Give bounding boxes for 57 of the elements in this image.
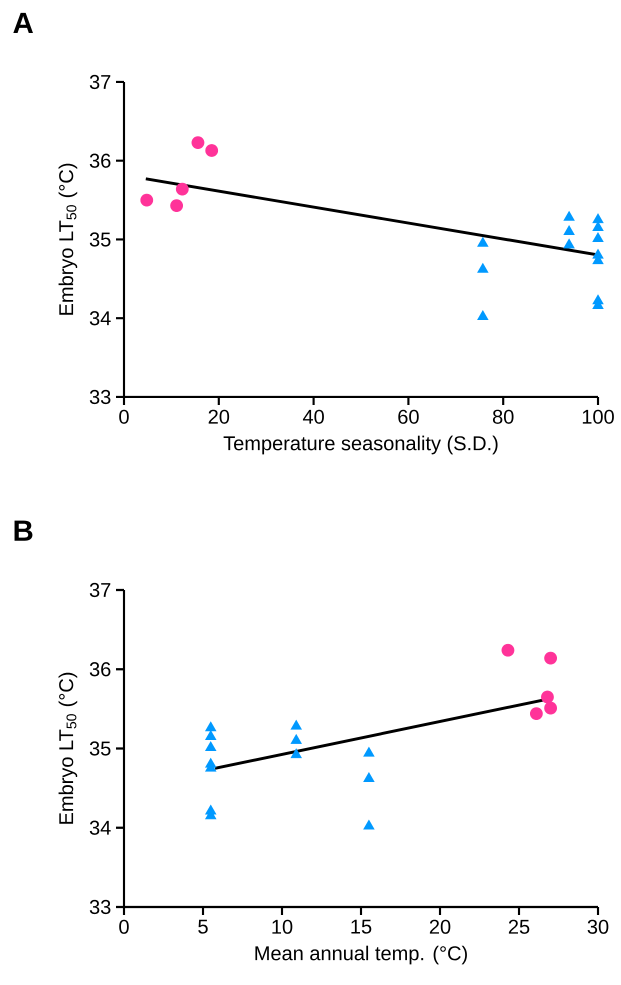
point <box>205 730 216 740</box>
x-tick-label: 60 <box>398 410 419 424</box>
chart-title: A <box>13 12 33 34</box>
y-tick-label: 37 <box>90 582 110 598</box>
x-tick-label: 40 <box>302 410 324 424</box>
point <box>502 644 514 657</box>
point <box>363 746 374 757</box>
x-tick-label: 5 <box>198 920 208 934</box>
point <box>140 194 154 207</box>
point <box>290 720 302 730</box>
point <box>530 707 543 720</box>
point <box>544 652 558 665</box>
point <box>477 237 488 247</box>
point <box>477 310 488 320</box>
y-tick-label: 33 <box>90 390 110 404</box>
y-tick-label: 33 <box>90 900 110 914</box>
chart-title: B <box>14 520 32 541</box>
x-tick-label: 0 <box>119 410 129 424</box>
y-axis-title: Embryo LT$_{50}$ (°C) <box>58 672 78 824</box>
point <box>363 820 374 830</box>
x-tick-label: 80 <box>492 410 514 424</box>
point <box>592 221 604 232</box>
x-axis-title: Temperature seasonality (S.D.) <box>224 436 498 454</box>
point <box>290 734 302 744</box>
x-tick-label: 15 <box>351 920 372 934</box>
point <box>192 136 204 150</box>
y-axis-title: Embryo LT$_{50}$ (°C) <box>58 164 78 315</box>
x-tick-label: 0 <box>119 920 129 934</box>
point <box>544 702 558 714</box>
point <box>290 748 302 758</box>
point <box>564 225 575 235</box>
point <box>592 213 604 224</box>
y-tick-label: 37 <box>90 74 110 90</box>
x-tick-label: 20 <box>208 410 230 424</box>
point <box>541 690 554 704</box>
x-tick-label: 20 <box>430 920 450 934</box>
point <box>176 182 189 196</box>
point <box>170 199 184 212</box>
y-tick-label: 35 <box>90 232 110 247</box>
point <box>363 772 374 782</box>
x-tick-label: 30 <box>588 920 608 934</box>
x-tick-label: 10 <box>272 920 292 934</box>
point <box>564 238 575 248</box>
y-tick-label: 34 <box>90 311 111 326</box>
point <box>564 211 575 221</box>
x-tick-label: 100 <box>582 410 614 424</box>
point <box>205 144 218 157</box>
point <box>205 741 216 752</box>
y-tick-label: 36 <box>90 662 110 676</box>
point <box>205 721 216 732</box>
point <box>592 232 604 242</box>
point <box>477 263 488 273</box>
y-tick-label: 36 <box>90 154 110 168</box>
x-axis-title: Mean annual temp. (°C) <box>255 946 467 964</box>
y-tick-label: 35 <box>90 741 110 756</box>
y-tick-label: 34 <box>90 820 111 835</box>
x-tick-label: 25 <box>508 920 530 934</box>
